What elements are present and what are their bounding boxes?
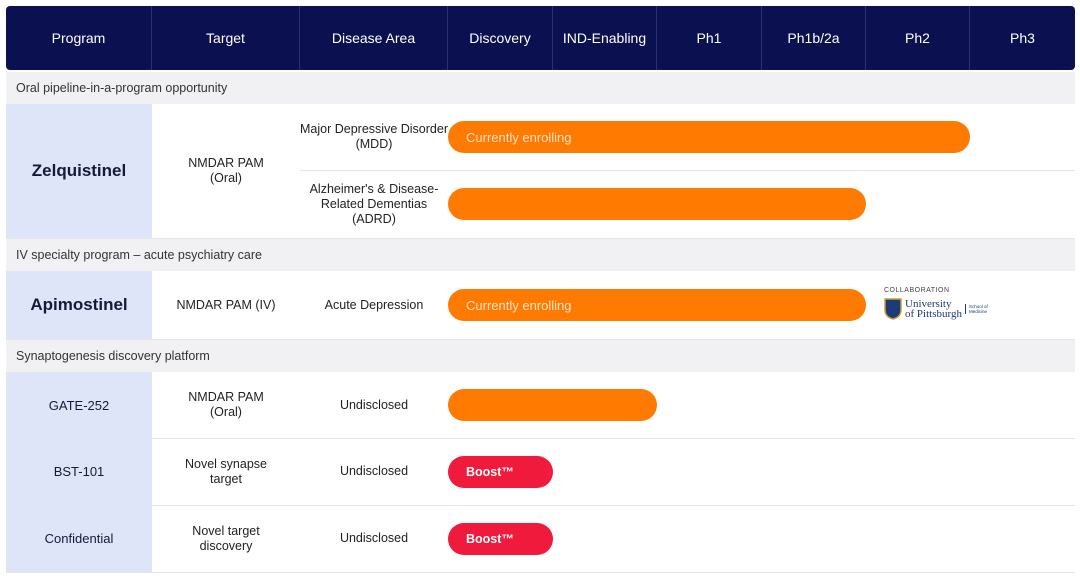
header-cell: Ph2 — [866, 6, 970, 70]
row-divider — [6, 572, 1075, 573]
disease-area: Undisclosed — [339, 464, 409, 478]
disease-area: Acute Depression — [324, 297, 424, 312]
collaboration-label: COLLABORATION — [884, 287, 950, 294]
target: NMDAR PAM (Oral) — [188, 390, 264, 419]
header-cell: Ph1b/2a — [762, 6, 866, 70]
header-cell: IND-Enabling — [553, 6, 657, 70]
target: NMDAR PAM (IV) — [176, 297, 276, 312]
program-name: Zelquistinel — [6, 104, 152, 238]
header-cell: Discovery — [448, 6, 553, 70]
program-name: Apimostinel — [6, 271, 152, 339]
header-cell: Ph1 — [657, 6, 762, 70]
target: Novel synapse target — [185, 456, 267, 486]
program-name: Confidential — [6, 505, 152, 572]
header-cell: Ph3 — [1010, 30, 1035, 46]
section-title: Oral pipeline-in-a-program opportunity — [6, 72, 1075, 104]
program-name: GATE-252 — [6, 372, 152, 438]
row-divider — [6, 505, 1075, 506]
row-divider — [6, 438, 1075, 439]
stage-bar: Boost™ — [448, 455, 553, 488]
header-cell: Program — [6, 6, 152, 70]
university-name: University of Pittsburgh — [905, 298, 962, 320]
stage-bar: Currently enrolling — [448, 121, 970, 153]
stage-bar: Currently enrolling — [448, 289, 866, 321]
header-cell: Disease Area — [300, 6, 448, 70]
disease-area: Alzheimer's & Disease-Related Dementias … — [309, 181, 439, 226]
stage-bar: Boost™ — [448, 522, 553, 555]
header-cell: Target — [152, 6, 300, 70]
shield-icon — [884, 298, 902, 320]
header-row — [6, 6, 1075, 70]
target: NMDAR PAM (Oral) — [188, 156, 264, 185]
program-name: BST-101 — [6, 438, 152, 505]
section-title: IV specialty program – acute psychiatry … — [6, 239, 1075, 271]
section-title: Synaptogenesis discovery platform — [6, 340, 1075, 372]
disease-area: Undisclosed — [339, 531, 409, 545]
row-divider — [6, 238, 1075, 239]
stage-bar — [448, 389, 657, 421]
target: Novel target discovery — [192, 523, 260, 553]
collaboration-logo: COLLABORATION University of Pittsburgh S… — [884, 287, 1004, 327]
row-divider — [300, 170, 1075, 171]
stage-bar — [448, 188, 866, 220]
disease-area: Major Depressive Disorder (MDD) — [300, 122, 448, 151]
row-divider — [6, 339, 1075, 340]
disease-area: Undisclosed — [339, 397, 409, 412]
school-name: School of Medicine — [965, 304, 993, 314]
